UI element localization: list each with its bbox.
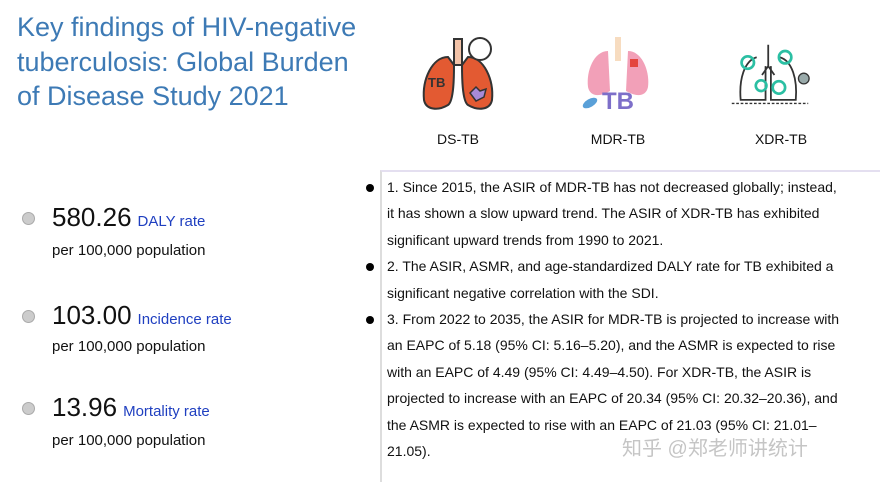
finding-text: 2. The ASIR, ASMR, and age-standardized … bbox=[387, 258, 834, 301]
stat-unit: per 100,000 population bbox=[52, 242, 206, 259]
bullet-circle-icon bbox=[22, 212, 35, 225]
stat-label: Incidence rate bbox=[137, 311, 232, 328]
type-label: MDR-TB bbox=[590, 131, 646, 147]
bullet-icon bbox=[366, 263, 374, 272]
watermark: 知乎 @郑老师讲统计 bbox=[622, 438, 808, 460]
bullet-circle-icon bbox=[22, 402, 35, 415]
bullet-circle-icon bbox=[22, 310, 35, 323]
lungs-virus-icon bbox=[731, 44, 810, 105]
svg-text:TB: TB bbox=[602, 88, 634, 115]
finding-text: 3. From 2022 to 2035, the ASIR for MDR-T… bbox=[387, 311, 840, 460]
stat-value: 103.00 bbox=[52, 300, 132, 330]
bullet-icon bbox=[366, 184, 374, 192]
stat-value: 580.26 bbox=[52, 202, 132, 232]
lungs-bacteria-icon: TB bbox=[422, 37, 494, 110]
findings-list: 1. Since 2015, the ASIR of MDR-TB has no… bbox=[366, 174, 846, 464]
page-title: Key findings of HIV-negative tuberculosi… bbox=[17, 12, 357, 111]
lungs-pills-icon: TB bbox=[582, 37, 649, 115]
stat-label: Mortality rate bbox=[123, 403, 210, 420]
stat-unit: per 100,000 population bbox=[52, 338, 206, 355]
bullet-icon bbox=[366, 316, 374, 325]
finding-item: 2. The ASIR, ASMR, and age-standardized … bbox=[366, 253, 846, 306]
finding-item: 3. From 2022 to 2035, the ASIR for MDR-T… bbox=[366, 306, 846, 464]
stat-unit: per 100,000 population bbox=[52, 432, 206, 449]
stat-value: 13.96 bbox=[52, 392, 118, 422]
type-label: DS-TB bbox=[437, 131, 479, 147]
type-label: XDR-TB bbox=[754, 131, 808, 147]
finding-text: 1. Since 2015, the ASIR of MDR-TB has no… bbox=[387, 179, 837, 248]
findings-panel bbox=[380, 170, 880, 482]
finding-item: 1. Since 2015, the ASIR of MDR-TB has no… bbox=[366, 174, 846, 253]
stat-label: DALY rate bbox=[137, 213, 206, 230]
svg-text:TB: TB bbox=[428, 75, 445, 90]
